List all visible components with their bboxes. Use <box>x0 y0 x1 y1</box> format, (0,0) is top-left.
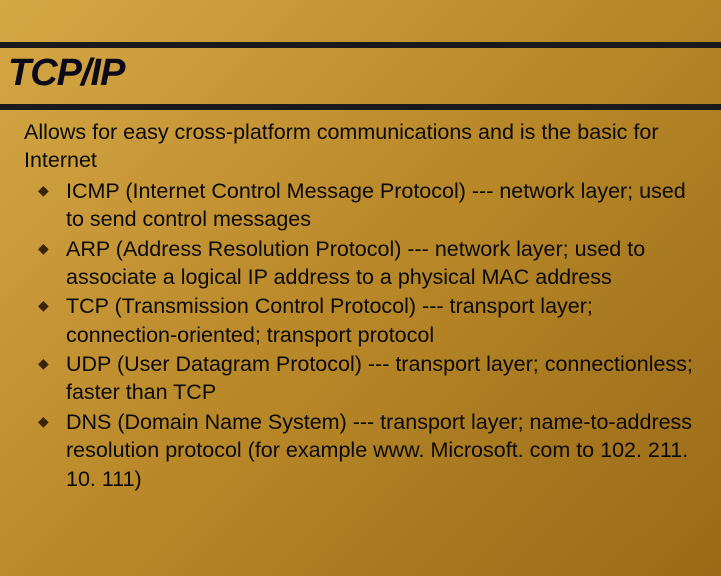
list-item: ◆ ARP (Address Resolution Protocol) --- … <box>38 235 703 292</box>
slide-container: TCP/IP Allows for easy cross-platform co… <box>0 0 721 576</box>
diamond-bullet-icon: ◆ <box>38 298 52 312</box>
list-item: ◆ ICMP (Internet Control Message Protoco… <box>38 177 703 234</box>
list-item: ◆ DNS (Domain Name System) --- transport… <box>38 408 703 493</box>
bullet-list: ◆ ICMP (Internet Control Message Protoco… <box>24 177 703 493</box>
decorative-stripe-bottom <box>0 104 721 110</box>
slide-content: Allows for easy cross-platform communica… <box>24 118 703 494</box>
list-item: ◆ TCP (Transmission Control Protocol) --… <box>38 292 703 349</box>
diamond-bullet-icon: ◆ <box>38 183 52 197</box>
bullet-text: DNS (Domain Name System) --- transport l… <box>66 410 692 491</box>
decorative-stripe-top <box>0 42 721 48</box>
diamond-bullet-icon: ◆ <box>38 356 52 370</box>
bullet-text: TCP (Transmission Control Protocol) --- … <box>66 294 593 346</box>
slide-title: TCP/IP <box>8 52 124 95</box>
bullet-text: UDP (User Datagram Protocol) --- transpo… <box>66 352 693 404</box>
list-item: ◆ UDP (User Datagram Protocol) --- trans… <box>38 350 703 407</box>
bullet-text: ICMP (Internet Control Message Protocol)… <box>66 179 686 231</box>
intro-text: Allows for easy cross-platform communica… <box>24 118 703 175</box>
diamond-bullet-icon: ◆ <box>38 414 52 428</box>
bullet-text: ARP (Address Resolution Protocol) --- ne… <box>66 237 645 289</box>
diamond-bullet-icon: ◆ <box>38 241 52 255</box>
